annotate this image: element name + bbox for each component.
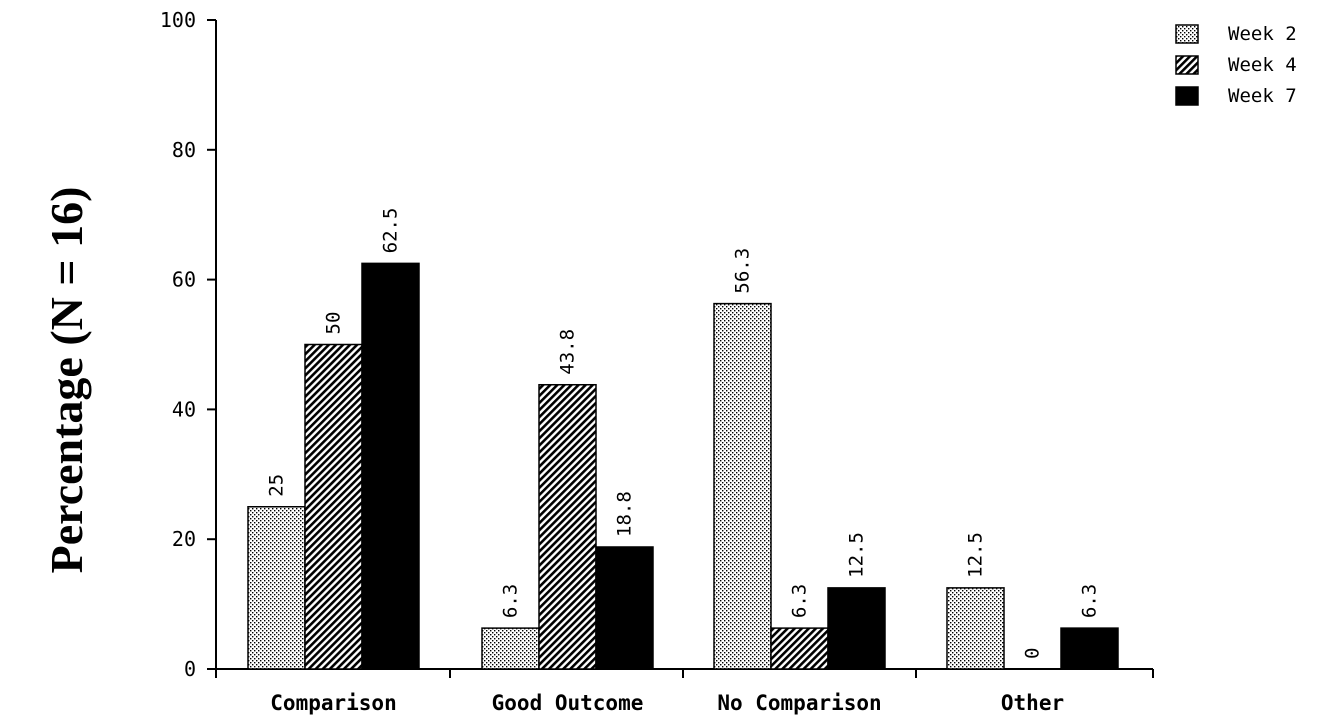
bar-week-4-no-comparison xyxy=(770,627,829,670)
y-tick-label: 100 xyxy=(160,8,196,32)
data-label: 62.5 xyxy=(380,208,402,254)
bar-week-2-good-outcome xyxy=(481,627,540,670)
legend: Week 2 Week 4 Week 7 xyxy=(1175,23,1297,107)
y-tick-label: 80 xyxy=(172,138,196,162)
bars xyxy=(247,262,1119,670)
data-label: 6.3 xyxy=(500,584,522,618)
x-category-label: Good Outcome xyxy=(492,691,644,715)
legend-swatch xyxy=(1175,24,1199,44)
bar-week-7-other xyxy=(1060,627,1119,670)
legend-label: Week 2 xyxy=(1228,23,1297,45)
bar-week-7-good-outcome xyxy=(595,546,654,670)
y-tick-label: 0 xyxy=(184,657,196,681)
y-ticks: 0 20 40 60 80 100 xyxy=(160,8,216,681)
bar-week-7-comparison xyxy=(361,262,420,670)
bar-week-2-comparison xyxy=(247,506,306,670)
data-label: 6.3 xyxy=(789,584,811,618)
data-label: 12.5 xyxy=(846,532,868,578)
legend-label: Week 4 xyxy=(1228,54,1297,76)
data-label: 56.3 xyxy=(732,248,754,294)
data-label: 25 xyxy=(266,474,288,497)
x-category-label: Comparison xyxy=(270,691,396,715)
data-label: 18.8 xyxy=(614,491,636,537)
y-tick-label: 60 xyxy=(172,268,196,292)
legend-label: Week 7 xyxy=(1228,85,1297,107)
bar-week-4-comparison xyxy=(304,343,363,670)
data-label: 50 xyxy=(323,312,345,335)
legend-swatch xyxy=(1175,55,1199,75)
data-label: 6.3 xyxy=(1079,584,1101,618)
y-axis-label: Percentage (N = 16) xyxy=(41,187,92,574)
data-labels: 25 6.3 56.3 12.5 50 43.8 6.3 0 62.5 18.8 12.5 6.3 xyxy=(266,208,1101,659)
data-label: 0 xyxy=(1022,648,1044,659)
data-label: 43.8 xyxy=(557,329,579,375)
x-category-label: No Comparison xyxy=(717,691,881,715)
bar-week-2-no-comparison xyxy=(713,302,772,670)
y-tick-label: 20 xyxy=(172,527,196,551)
legend-swatch xyxy=(1175,86,1199,106)
y-tick-label: 40 xyxy=(172,397,196,421)
x-category-label: Other xyxy=(1001,691,1064,715)
bar-week-7-no-comparison xyxy=(827,587,886,670)
data-label: 12.5 xyxy=(965,532,987,578)
bar-week-4-good-outcome xyxy=(538,383,597,670)
x-category-labels: Comparison Good Outcome No Comparison Other xyxy=(270,691,1064,715)
bar-week-2-other xyxy=(946,587,1005,670)
